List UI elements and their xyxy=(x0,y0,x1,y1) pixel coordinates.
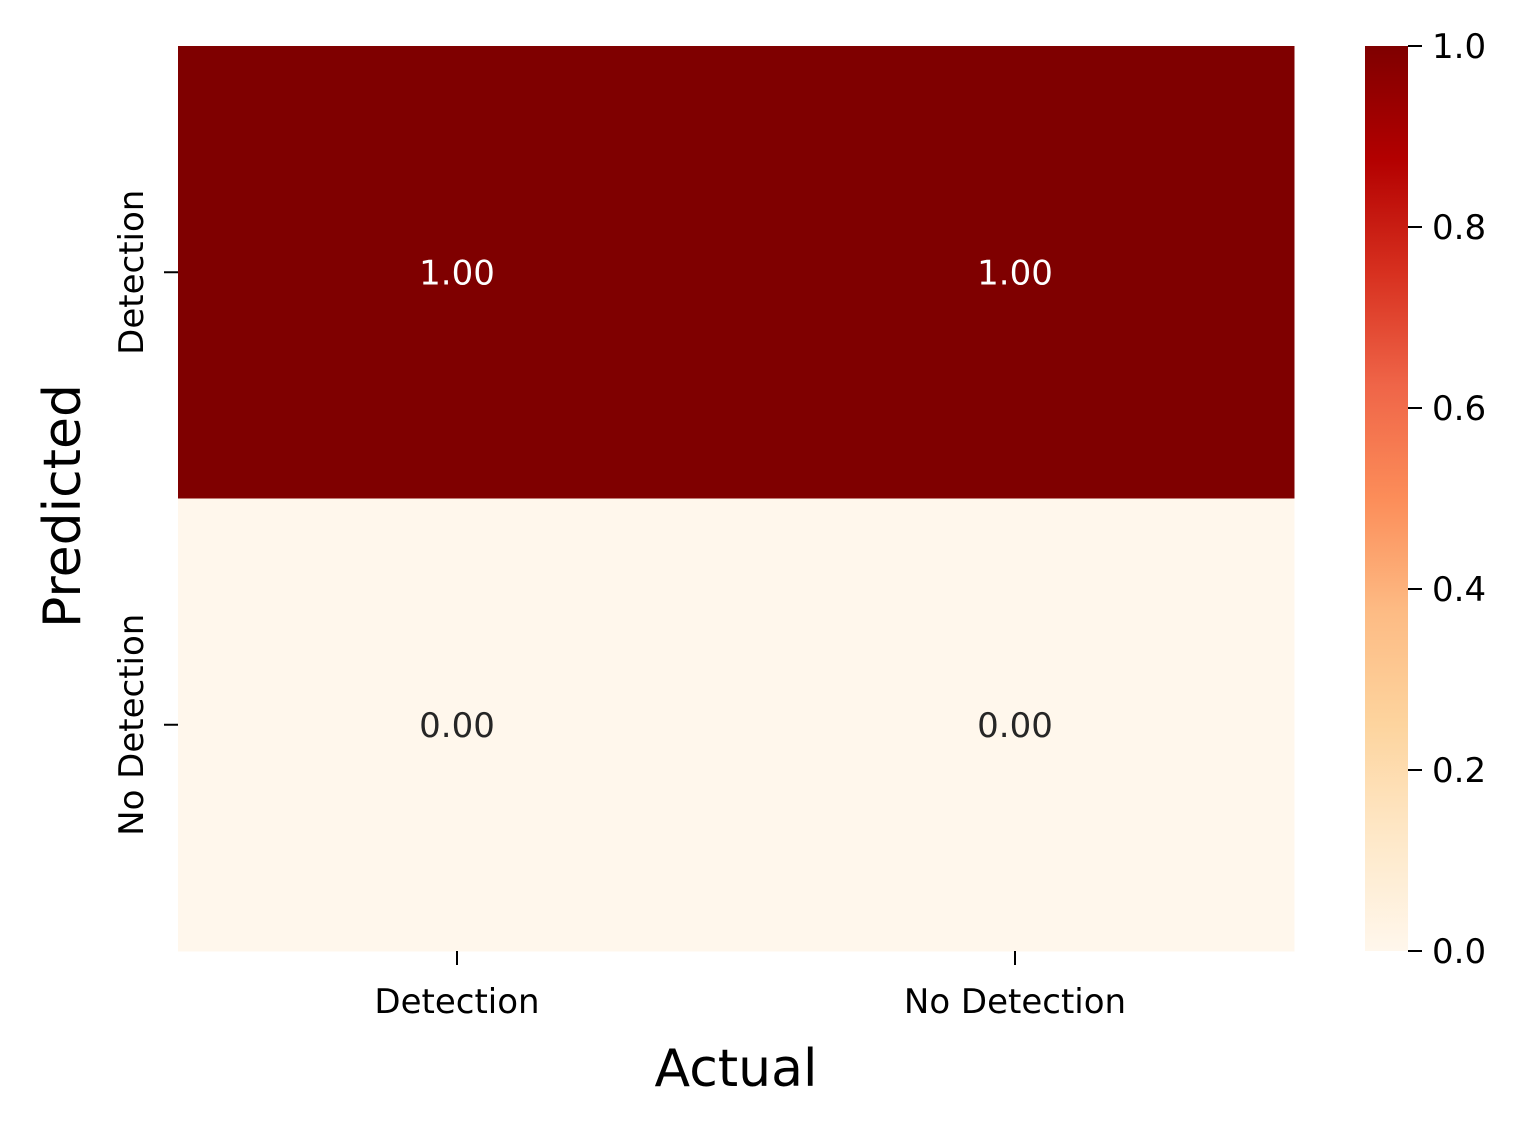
heatmap-cell-label: 0.00 xyxy=(977,706,1053,746)
x-axis-ticks: Detection No Detection xyxy=(374,951,1126,1022)
x-tick-label: No Detection xyxy=(904,982,1126,1022)
y-axis-title: Predicted xyxy=(33,384,93,628)
heatmap-cell xyxy=(736,46,1295,499)
heatmap-cell-label: 1.00 xyxy=(977,253,1053,293)
x-axis-title: Actual xyxy=(655,1039,818,1099)
heatmap-cell-label: 0.00 xyxy=(419,706,495,746)
colorbar-tick-label: 0.6 xyxy=(1432,389,1486,429)
colorbar-ticks: 0.0 0.2 0.4 0.6 0.8 1.0 xyxy=(1408,27,1486,972)
heatmap-cell-labels: 1.00 1.00 0.00 0.00 xyxy=(419,253,1053,746)
colorbar-tick-label: 0.2 xyxy=(1432,751,1486,791)
heatmap-cell xyxy=(736,498,1295,952)
y-axis-ticks: Detection No Detection xyxy=(112,190,178,836)
colorbar-tick-label: 1.0 xyxy=(1432,27,1486,67)
heatmap-cells xyxy=(178,46,1295,952)
colorbar-tick-label: 0.4 xyxy=(1432,570,1486,610)
heatmap-cell xyxy=(178,46,737,499)
heatmap-cell xyxy=(178,498,737,952)
colorbar-tick-label: 0.8 xyxy=(1432,208,1486,248)
y-tick-label: Detection xyxy=(112,190,152,355)
colorbar xyxy=(1365,46,1408,951)
colorbar-tick-label: 0.0 xyxy=(1432,932,1486,972)
heatmap-cell-label: 1.00 xyxy=(419,253,495,293)
x-tick-label: Detection xyxy=(374,982,539,1022)
y-tick-label: No Detection xyxy=(112,614,152,836)
